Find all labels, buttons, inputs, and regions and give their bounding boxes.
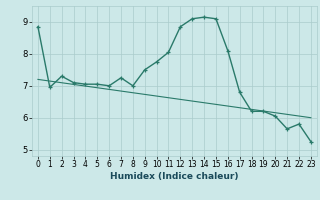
X-axis label: Humidex (Indice chaleur): Humidex (Indice chaleur): [110, 172, 239, 181]
